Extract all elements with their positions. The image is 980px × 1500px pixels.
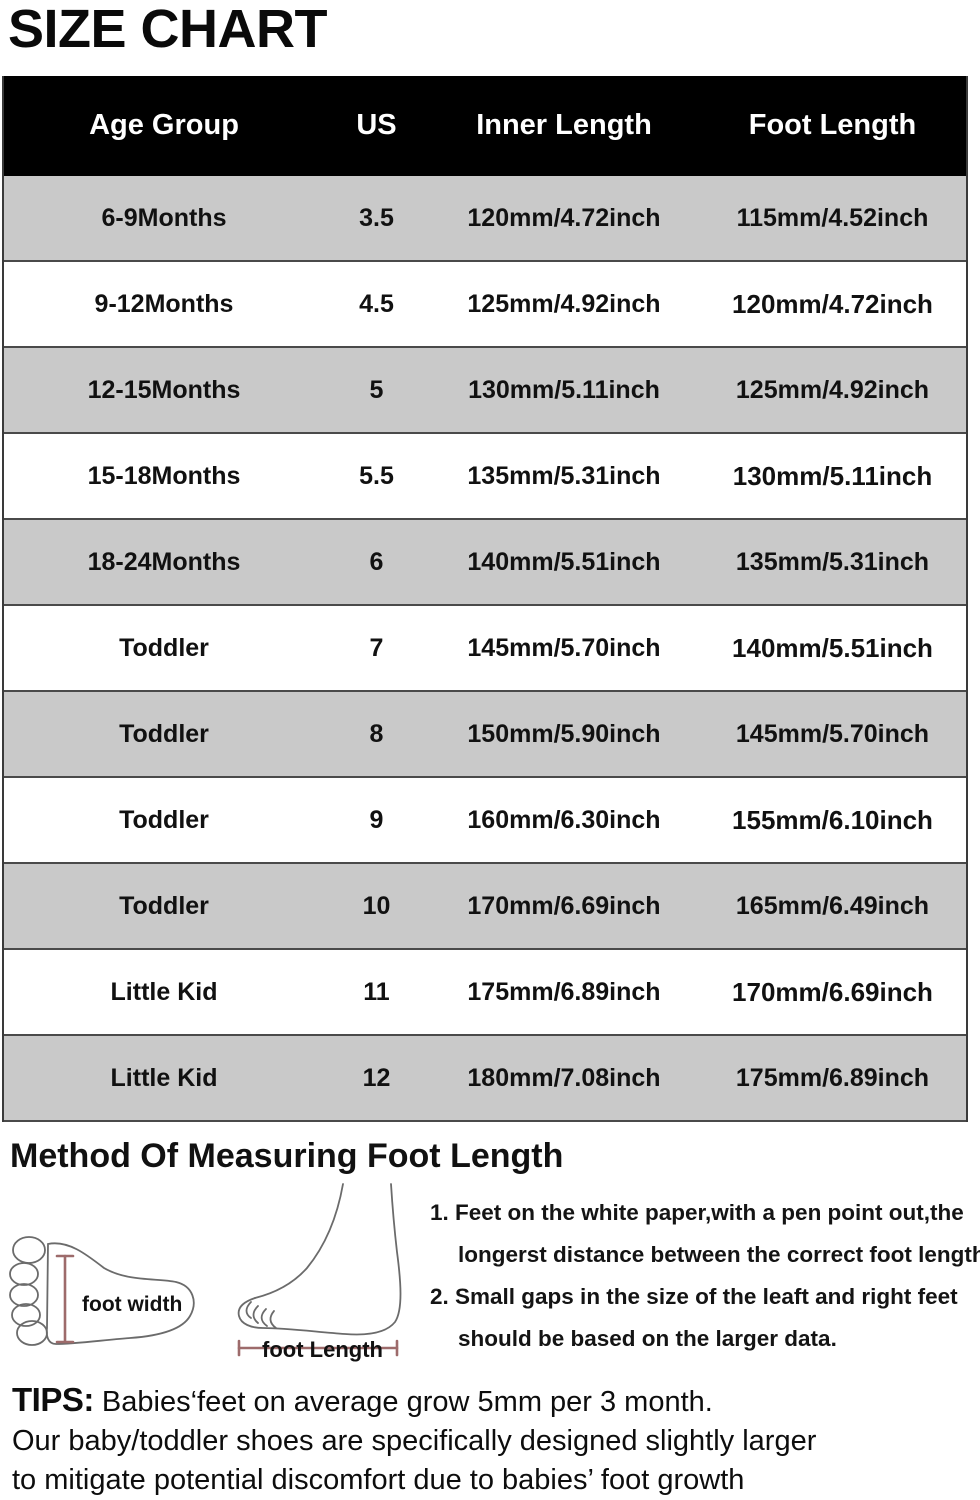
table-row: Little Kid 11 175mm/6.89inch 170mm/6.69i… xyxy=(4,950,966,1036)
cell-us: 11 xyxy=(363,978,390,1006)
caption-foot-length: foot Length xyxy=(262,1337,383,1362)
cell-foot-length: 145mm/5.70inch xyxy=(735,720,930,748)
cell-inner-length: 170mm/6.69inch xyxy=(467,892,661,920)
cell-age-group: 9-12Months xyxy=(94,290,234,318)
cell-us: 5.5 xyxy=(359,462,394,490)
table-row: Toddler 7 145mm/5.70inch 140mm/5.51inch xyxy=(4,606,966,692)
column-header-inner-length: Inner Length xyxy=(476,109,652,141)
cell-us: 12 xyxy=(362,1064,391,1092)
table-row: 15-18Months 5.5 135mm/5.31inch 130mm/5.1… xyxy=(4,434,966,520)
instruction-line: should be based on the larger data. xyxy=(458,1326,837,1351)
cell-us: 10 xyxy=(362,892,391,920)
cell-us: 7 xyxy=(369,634,384,662)
column-header-age-group: Age Group xyxy=(89,109,239,141)
column-header-foot-length: Foot Length xyxy=(748,109,917,141)
cell-age-group: 12-15Months xyxy=(87,376,241,404)
cell-inner-length: 160mm/6.30inch xyxy=(467,806,661,834)
cell-foot-length: 120mm/4.72inch xyxy=(732,289,933,319)
method-heading: Method Of Measuring Foot Length xyxy=(10,1137,564,1175)
tips-section: TIPS: Babies‘feet on average grow 5mm pe… xyxy=(12,1380,972,1500)
cell-inner-length: 145mm/5.70inch xyxy=(467,634,661,662)
tips-line-1: TIPS: Babies‘feet on average grow 5mm pe… xyxy=(12,1380,972,1422)
table-row: Toddler 9 160mm/6.30inch 155mm/6.10inch xyxy=(4,778,966,864)
cell-age-group: Toddler xyxy=(119,892,209,920)
cell-age-group: Toddler xyxy=(119,634,209,662)
cell-age-group: 6-9Months xyxy=(101,204,227,232)
table-header-row: Age Group US Inner Length Foot Length xyxy=(4,76,966,176)
cell-foot-length: 165mm/6.49inch xyxy=(735,892,930,920)
instruction-line: 1. Feet on the white paper,with a pen po… xyxy=(430,1200,964,1225)
tips-line-1-text: Babies‘feet on average grow 5mm per 3 mo… xyxy=(93,1386,713,1418)
table-row: 12-15Months 5 130mm/5.11inch 125mm/4.92i… xyxy=(4,348,966,434)
table-row: 18-24Months 6 140mm/5.51inch 135mm/5.31i… xyxy=(4,520,966,606)
instruction-line: 2. Small gaps in the size of the leaft a… xyxy=(430,1284,958,1309)
foot-side-view-icon xyxy=(237,1183,402,1357)
cell-inner-length: 140mm/5.51inch xyxy=(467,548,661,576)
cell-foot-length: 155mm/6.10inch xyxy=(732,805,933,835)
cell-age-group: Toddler xyxy=(119,806,209,834)
cell-inner-length: 150mm/5.90inch xyxy=(467,720,661,748)
cell-foot-length: 130mm/5.11inch xyxy=(732,461,933,491)
page-title: SIZE CHART xyxy=(8,0,328,59)
table-row: Little Kid 12 180mm/7.08inch 175mm/6.89i… xyxy=(4,1036,966,1122)
tips-line-2: Our baby/toddler shoes are specifically … xyxy=(12,1425,817,1457)
tips-line-3: to mitigate potential discomfort due to … xyxy=(12,1464,745,1496)
measuring-instructions: 1. Feet on the white paper,with a pen po… xyxy=(430,1192,980,1360)
cell-us: 4.5 xyxy=(359,290,394,318)
cell-us: 8 xyxy=(369,720,384,748)
table-row: 6-9Months 3.5 120mm/4.72inch 115mm/4.52i… xyxy=(4,176,966,262)
cell-us: 5 xyxy=(369,376,384,404)
table-row: 9-12Months 4.5 125mm/4.92inch 120mm/4.72… xyxy=(4,262,966,348)
cell-us: 9 xyxy=(369,806,384,834)
cell-foot-length: 175mm/6.89inch xyxy=(735,1064,930,1092)
cell-foot-length: 125mm/4.92inch xyxy=(735,376,930,404)
footprint-top-view-icon xyxy=(9,1236,195,1346)
cell-foot-length: 140mm/5.51inch xyxy=(732,633,933,663)
measurement-diagrams xyxy=(0,1180,430,1370)
cell-inner-length: 120mm/4.72inch xyxy=(467,204,661,232)
column-header-us: US xyxy=(356,109,397,141)
cell-age-group: Little Kid xyxy=(110,1064,218,1092)
cell-inner-length: 180mm/7.08inch xyxy=(467,1064,661,1092)
cell-inner-length: 175mm/6.89inch xyxy=(467,978,661,1006)
cell-foot-length: 170mm/6.69inch xyxy=(732,977,933,1007)
cell-foot-length: 135mm/5.31inch xyxy=(735,548,930,576)
cell-age-group: Little Kid xyxy=(110,978,218,1006)
instruction-line: longerst distance between the correct fo… xyxy=(458,1242,980,1267)
size-chart-table: Age Group US Inner Length Foot Length 6-… xyxy=(2,76,968,1122)
table-row: Toddler 8 150mm/5.90inch 145mm/5.70inch xyxy=(4,692,966,778)
cell-foot-length: 115mm/4.52inch xyxy=(736,204,929,232)
caption-foot-width: foot width xyxy=(82,1293,183,1316)
table-row: Toddler 10 170mm/6.69inch 165mm/6.49inch xyxy=(4,864,966,950)
cell-inner-length: 130mm/5.11inch xyxy=(468,376,660,404)
cell-age-group: 18-24Months xyxy=(87,548,241,576)
tips-label: TIPS: xyxy=(12,1381,94,1418)
cell-inner-length: 135mm/5.31inch xyxy=(467,462,661,490)
cell-us: 3.5 xyxy=(359,204,394,232)
cell-inner-length: 125mm/4.92inch xyxy=(467,290,661,318)
cell-age-group: 15-18Months xyxy=(87,462,241,490)
cell-us: 6 xyxy=(369,548,384,576)
cell-age-group: Toddler xyxy=(119,720,209,748)
